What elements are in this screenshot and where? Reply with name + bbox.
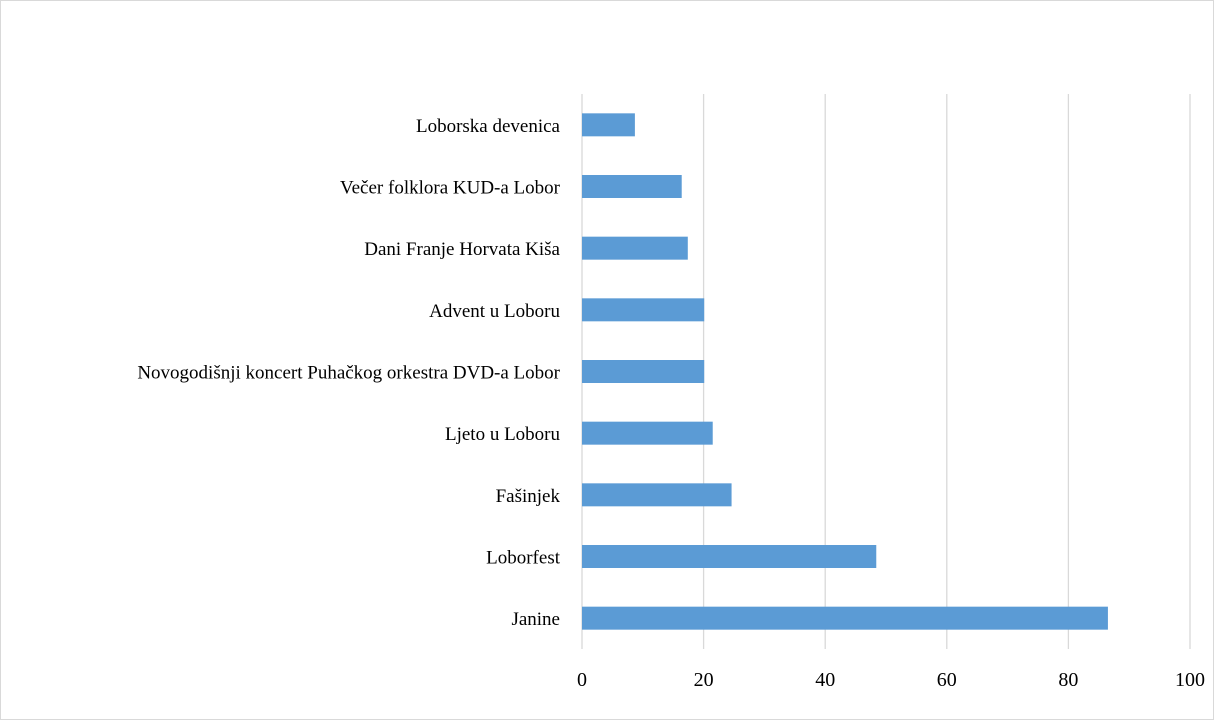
category-label: Fašinjek — [496, 486, 561, 507]
category-label: Loborska devenica — [416, 116, 561, 137]
bars — [582, 113, 1108, 630]
bar — [582, 421, 713, 445]
x-tick-label: 60 — [937, 669, 957, 691]
x-tick-label: 80 — [1058, 669, 1078, 691]
bar — [582, 545, 877, 568]
bar — [582, 236, 688, 260]
category-label: Večer folklora KUD-a Lobor — [340, 178, 561, 199]
bar — [582, 606, 1108, 630]
bar — [582, 113, 635, 137]
category-label: Janine — [511, 609, 560, 630]
category-label: Loborfest — [486, 548, 561, 569]
category-labels: Janine Loborfest Fašinjek Ljeto u Loboru Nov… — [137, 116, 560, 630]
bar — [582, 298, 705, 322]
category-label: Advent u Loboru — [429, 301, 560, 322]
bar-chart: Janine Loborfest Fašinjek Ljeto u Loboru Nov… — [137, 94, 1205, 691]
category-label: Novogodišnji koncert Puhačkog orkestra D… — [137, 363, 560, 384]
bar — [582, 483, 732, 507]
x-tick-labels: 0 20 40 60 80 100 — [577, 669, 1205, 691]
bar — [582, 175, 682, 198]
x-tick-label: 40 — [815, 669, 835, 691]
x-tick-label: 20 — [694, 669, 714, 691]
category-label: Dani Franje Horvata Kiša — [364, 239, 560, 260]
x-tick-label: 0 — [577, 669, 587, 691]
bar — [582, 360, 705, 383]
x-tick-label: 100 — [1175, 669, 1205, 691]
category-label: Ljeto u Loboru — [445, 424, 561, 445]
